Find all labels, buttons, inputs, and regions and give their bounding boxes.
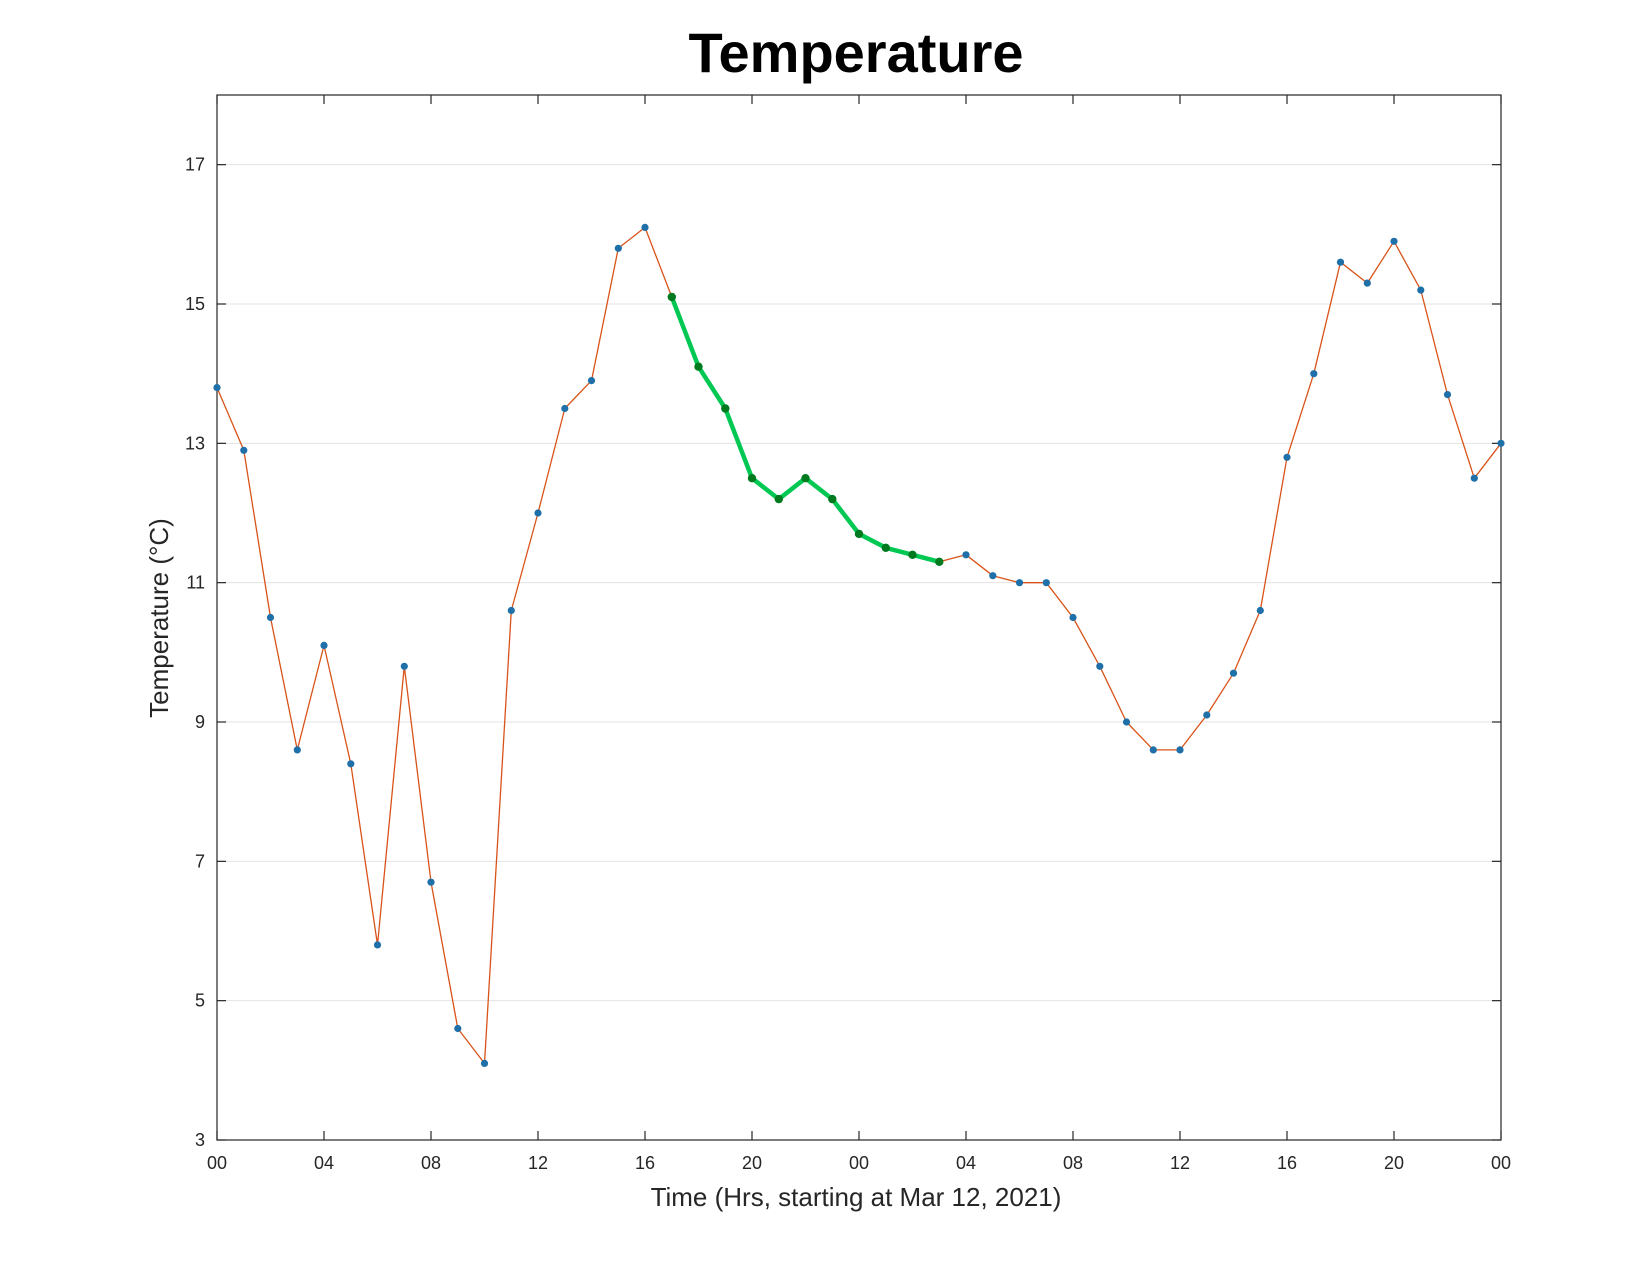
highlight-data-point	[908, 550, 917, 559]
data-point	[1497, 439, 1505, 447]
series	[213, 223, 1505, 1067]
x-tick-label: 12	[1170, 1153, 1190, 1173]
highlight-data-point	[694, 362, 703, 371]
data-point	[454, 1024, 462, 1033]
data-point	[1256, 606, 1264, 615]
x-tick-label: 20	[742, 1153, 762, 1173]
data-point	[534, 509, 542, 517]
x-tick-label: 16	[635, 1153, 655, 1173]
data-point	[266, 613, 275, 622]
data-point	[1390, 237, 1398, 245]
data-point	[507, 606, 515, 615]
data-point	[1417, 286, 1425, 294]
x-tick-label: 16	[1277, 1153, 1297, 1173]
x-tick-label: 08	[421, 1153, 441, 1173]
x-axis-label: Time (Hrs, starting at Mar 12, 2021)	[651, 1182, 1062, 1212]
y-tick-label: 3	[195, 1130, 205, 1150]
x-tick-label: 04	[956, 1153, 976, 1173]
x-tick-label: 00	[1491, 1153, 1511, 1173]
data-point	[1470, 474, 1478, 482]
y-tick-label: 9	[195, 712, 205, 732]
highlight-data-point	[881, 543, 890, 552]
data-point	[480, 1059, 489, 1067]
data-point	[1310, 370, 1318, 378]
data-point	[400, 662, 408, 670]
data-point	[1176, 746, 1184, 754]
data-point	[347, 760, 355, 768]
y-tick-label: 15	[185, 294, 205, 314]
highlight-data-point	[801, 474, 810, 483]
data-point	[1203, 711, 1211, 719]
x-tick-label: 12	[528, 1153, 548, 1173]
y-axis-label: Temperature (°C)	[144, 518, 174, 718]
highlight-data-point	[667, 292, 676, 302]
data-point	[427, 878, 435, 886]
x-tick-label: 20	[1384, 1153, 1404, 1173]
data-point	[1015, 579, 1024, 587]
highlight-data-point	[854, 529, 864, 539]
data-point	[240, 446, 248, 454]
x-tick-label: 00	[849, 1153, 869, 1173]
grid	[217, 164, 1501, 1141]
y-tick-label: 7	[195, 851, 205, 871]
data-point	[1069, 613, 1077, 622]
data-point	[587, 377, 596, 385]
data-point	[989, 572, 997, 580]
highlight-data-point	[747, 474, 757, 483]
highlight-data-point	[935, 557, 944, 566]
x-tick-label: 00	[207, 1153, 227, 1173]
data-point	[213, 384, 221, 392]
x-tick-label: 04	[314, 1153, 334, 1173]
chart-title: Temperature	[688, 21, 1023, 84]
y-tick-label: 17	[185, 155, 205, 175]
y-tick-label: 5	[195, 991, 205, 1011]
axis-ticks: 3 5 7 9 11 13 15 17 00 04 08 12 16 20 00 04 08 12 16 20 00	[185, 95, 1511, 1173]
data-point	[373, 941, 382, 949]
data-point	[1042, 579, 1050, 587]
data-point	[962, 551, 970, 559]
data-point	[1122, 718, 1131, 726]
data-point	[293, 746, 301, 754]
y-tick-label: 11	[186, 573, 205, 593]
highlight-data-point	[721, 404, 730, 413]
x-tick-label: 08	[1063, 1153, 1083, 1173]
data-point	[1363, 279, 1371, 287]
highlight-data-point	[774, 494, 783, 504]
data-point	[614, 244, 622, 252]
data-point	[320, 641, 328, 650]
data-point	[561, 404, 569, 413]
data-point	[1149, 746, 1157, 754]
data-point	[1336, 258, 1345, 266]
y-tick-label: 13	[185, 433, 205, 453]
data-point	[1283, 453, 1291, 461]
data-point	[1229, 669, 1238, 677]
data-point	[1443, 391, 1452, 399]
data-point	[641, 223, 649, 231]
data-point	[1096, 662, 1104, 670]
highlight-data-point	[828, 494, 837, 504]
